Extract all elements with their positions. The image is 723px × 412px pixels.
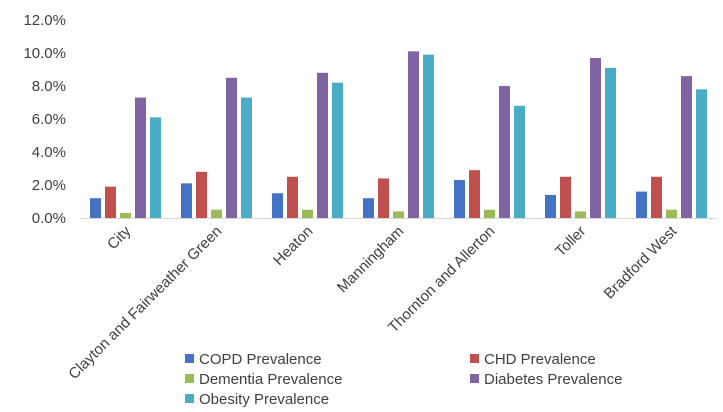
y-tick-label: 10.0% <box>23 45 66 62</box>
bar <box>287 176 298 218</box>
y-tick-label: 8.0% <box>32 78 66 95</box>
bar <box>302 209 313 218</box>
y-tick-label: 12.0% <box>23 12 66 29</box>
bar <box>332 82 343 218</box>
bar <box>181 183 192 218</box>
legend-swatch <box>185 374 194 383</box>
legend-label: Obesity Prevalence <box>199 391 329 408</box>
bar <box>150 117 161 218</box>
bar <box>590 57 601 219</box>
y-tick-label: 2.0% <box>32 177 66 194</box>
bar <box>196 171 207 218</box>
bar <box>469 170 480 218</box>
x-tick-label: City <box>104 222 135 253</box>
bar <box>211 209 222 218</box>
x-tick-label: Bradford West <box>601 222 681 302</box>
legend-swatch <box>185 394 194 403</box>
bar <box>545 194 556 218</box>
bar <box>363 198 374 218</box>
bar <box>499 86 510 218</box>
bar <box>636 191 647 218</box>
bar <box>484 209 495 218</box>
bar <box>317 72 328 218</box>
bar <box>423 54 434 219</box>
x-tick-label: Heaton <box>270 223 316 269</box>
bar <box>514 105 525 218</box>
bar <box>696 89 707 218</box>
bar <box>226 77 237 218</box>
bar <box>560 176 571 218</box>
bar <box>272 193 283 218</box>
bar <box>393 211 404 218</box>
bar <box>241 97 252 218</box>
legend-swatch <box>470 354 479 363</box>
x-tick-label: Manningham <box>334 223 407 296</box>
bar <box>681 76 692 218</box>
legend-swatch <box>470 374 479 383</box>
bar <box>605 67 616 218</box>
bar <box>575 211 586 218</box>
bar <box>90 198 101 218</box>
bar <box>120 213 131 218</box>
bar <box>408 51 419 218</box>
x-tick-label: Toller <box>552 223 589 260</box>
legend-swatch <box>185 354 194 363</box>
bar <box>378 178 389 218</box>
legend-label: Diabetes Prevalence <box>484 371 622 388</box>
bar <box>651 176 662 218</box>
bar <box>454 180 465 218</box>
bar <box>666 209 677 218</box>
y-tick-label: 6.0% <box>32 111 66 128</box>
bar <box>135 97 146 218</box>
y-tick-label: 4.0% <box>32 144 66 161</box>
y-tick-label: 0.0% <box>32 210 66 227</box>
bar <box>105 186 116 218</box>
legend-label: COPD Prevalence <box>199 351 322 368</box>
legend-label: CHD Prevalence <box>484 351 596 368</box>
legend-label: Dementia Prevalence <box>199 371 342 388</box>
